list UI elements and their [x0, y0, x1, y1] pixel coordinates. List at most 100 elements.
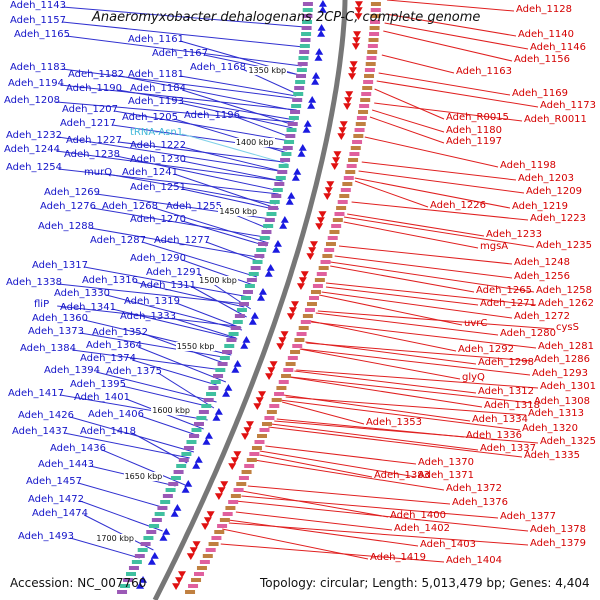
gene-arrow-forward: [264, 270, 273, 277]
gene-block: [362, 86, 373, 90]
gene-block: [370, 8, 381, 12]
gene-label-right: Adeh_R0011: [524, 114, 587, 125]
backbone-arc: [152, 0, 348, 600]
gene-block: [296, 332, 307, 336]
gene-label-left: Adeh_1316: [82, 275, 138, 286]
gene-block: [151, 518, 162, 522]
connector-line: [371, 109, 445, 133]
gene-block: [302, 14, 313, 18]
gene-block: [126, 572, 137, 576]
gene-label-right: Adeh_1286: [534, 354, 590, 365]
gene-block: [230, 326, 241, 330]
gene-block: [324, 248, 335, 252]
gene-block: [363, 80, 374, 84]
gene-block: [370, 14, 381, 18]
connector-line: [351, 201, 529, 221]
gene-arrow-forward: [184, 480, 193, 487]
connector-line: [182, 220, 267, 247]
connector-line: [66, 35, 302, 67]
gene-label-left: Adeh_1311: [140, 280, 196, 291]
gene-block: [292, 344, 303, 348]
connector-line: [283, 394, 471, 422]
gene-label-left: Adeh_1183: [10, 62, 66, 73]
gene-arrow-forward: [298, 144, 307, 151]
gene-arrow-forward: [170, 510, 179, 517]
gene-label-right: Adeh_1169: [512, 88, 568, 99]
gene-label-right: Adeh_1223: [530, 213, 586, 224]
gene-arrow-reverse: [318, 211, 327, 218]
connector-line: [60, 394, 208, 421]
gene-block: [343, 176, 354, 180]
gene-block: [302, 8, 313, 12]
connector-line: [78, 482, 166, 509]
gene-block: [304, 308, 315, 312]
gene-block: [149, 524, 160, 528]
connector-line: [369, 116, 445, 144]
gene-label-right: Adeh_1226: [430, 200, 486, 211]
connector-line: [384, 22, 529, 50]
connector-line: [301, 348, 531, 376]
gene-arrow-forward: [302, 126, 311, 133]
gene-block: [301, 32, 312, 36]
gene-arrow-reverse: [206, 511, 215, 518]
gene-block: [226, 338, 237, 342]
gene-block: [271, 194, 282, 198]
gene-block: [282, 146, 293, 150]
gene-arrow-forward: [214, 408, 223, 415]
connector-line: [140, 415, 200, 437]
gene-block: [285, 134, 296, 138]
gene-arrow-reverse: [349, 61, 358, 68]
gene-arrow-forward: [285, 198, 294, 205]
gene-arrow-reverse: [265, 373, 274, 380]
gene-label-right: Adeh_1235: [536, 240, 592, 251]
gene-block: [352, 140, 363, 144]
gene-label-right: Adeh_1146: [530, 42, 586, 53]
gene-label-left: Adeh_1277: [154, 235, 210, 246]
gene-arrow-reverse: [267, 367, 276, 374]
gene-block: [168, 482, 179, 486]
gene-arrow-reverse: [339, 121, 348, 128]
gene-arrow-forward: [314, 54, 323, 61]
gene-arrow-forward: [181, 486, 190, 493]
gene-arrow-reverse: [192, 541, 201, 548]
gene-block: [196, 416, 207, 420]
connector-line: [132, 359, 217, 386]
gene-arrow-reverse: [178, 571, 187, 578]
connector-line: [182, 133, 288, 165]
gene-label-right: Adeh_1404: [446, 555, 502, 566]
gene-arrow-reverse: [258, 391, 267, 398]
gene-arrow-forward: [205, 432, 214, 439]
gene-block: [312, 284, 323, 288]
connector-line: [182, 89, 294, 126]
gene-label-right: Adeh_1180: [446, 125, 502, 136]
connector-line: [62, 6, 305, 28]
gene-label-left: Adeh_1374: [80, 353, 136, 364]
connector-line: [174, 173, 279, 210]
gene-block: [296, 74, 307, 78]
gene-block: [336, 206, 347, 210]
connector-line: [383, 30, 513, 62]
gene-block: [201, 404, 212, 408]
gene-arrow-reverse: [345, 91, 354, 98]
gene-block: [320, 260, 331, 264]
gene-label-right: Adeh_1140: [518, 29, 574, 40]
gene-block: [246, 458, 257, 462]
gene-block: [272, 188, 283, 192]
gene-label-left: Adeh_1161: [128, 34, 184, 45]
gene-label-left: Adeh_1270: [130, 214, 186, 225]
gene-block: [302, 314, 313, 318]
connector-line: [290, 376, 533, 404]
connector-line: [62, 21, 304, 48]
gene-label-right: cysS: [556, 322, 579, 333]
connector-line: [309, 320, 457, 352]
gene-block: [298, 56, 309, 60]
gene-label-right: mgsA: [480, 241, 509, 252]
gene-block: [210, 380, 221, 384]
gene-block: [345, 170, 356, 174]
gene-block: [263, 224, 274, 228]
connector-line: [247, 485, 451, 505]
gene-label-left: Adeh_1360: [32, 313, 88, 324]
gene-block: [299, 44, 310, 48]
gene-block: [185, 590, 196, 594]
gene-label-left: Adeh_1232: [6, 130, 62, 141]
